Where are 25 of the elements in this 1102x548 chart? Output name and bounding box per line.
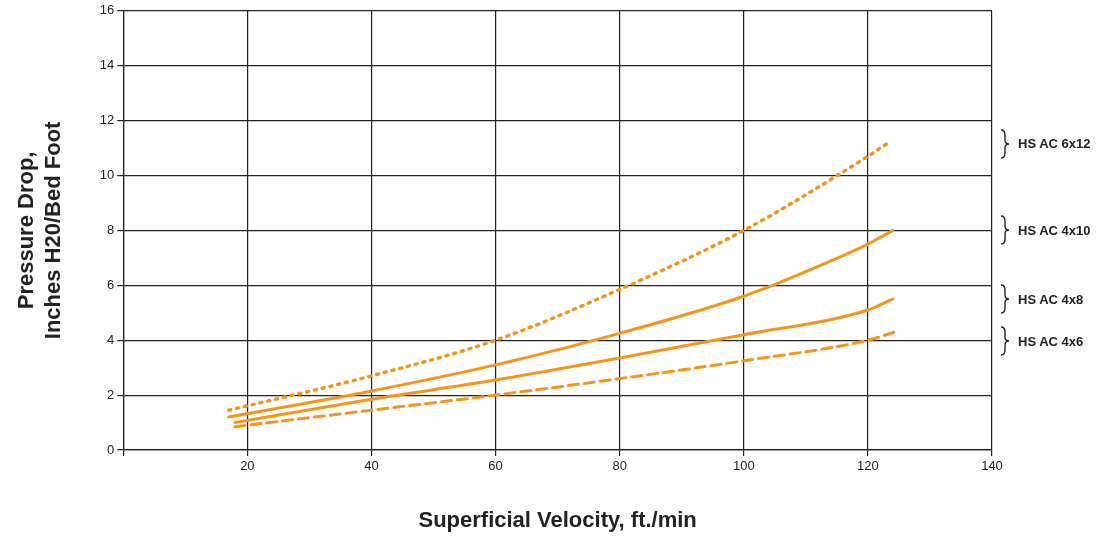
y-tick-label: 10 (99, 167, 115, 183)
text: HS AC 4x8 (1018, 291, 1084, 307)
x-tick-label: 60 (488, 458, 503, 474)
y-tick-label: 2 (107, 386, 115, 402)
y-tick-label: 12 (99, 112, 115, 128)
x-tick-label: 100 (732, 458, 755, 474)
x-tick-label: 80 (612, 458, 627, 474)
line-series (227, 142, 889, 412)
line-series (227, 228, 895, 419)
y-tick-label: 8 (107, 221, 115, 237)
y-tick-label: 16 (99, 2, 115, 18)
y-axis-title: Pressure Drop, Inches H20/Bed Foot (13, 120, 65, 340)
text: HS AC 4x6 (1018, 333, 1084, 349)
x-tick-label: 120 (857, 458, 879, 474)
x-tick-label: 40 (364, 458, 379, 474)
x-tick-label: 140 (981, 458, 1003, 474)
y-tick-label: 0 (107, 441, 115, 457)
y-tick-label: 6 (107, 276, 115, 292)
y-tick-label: 14 (99, 57, 115, 73)
x-tick-label: 20 (240, 458, 255, 474)
line-series (233, 297, 895, 425)
x-axis-title: Superficial Velocity, ft./min (418, 506, 697, 532)
text: HS AC 4x10 (1018, 222, 1091, 238)
y-tick-label: 4 (107, 331, 115, 347)
text: HS AC 6x12 (1018, 136, 1091, 152)
